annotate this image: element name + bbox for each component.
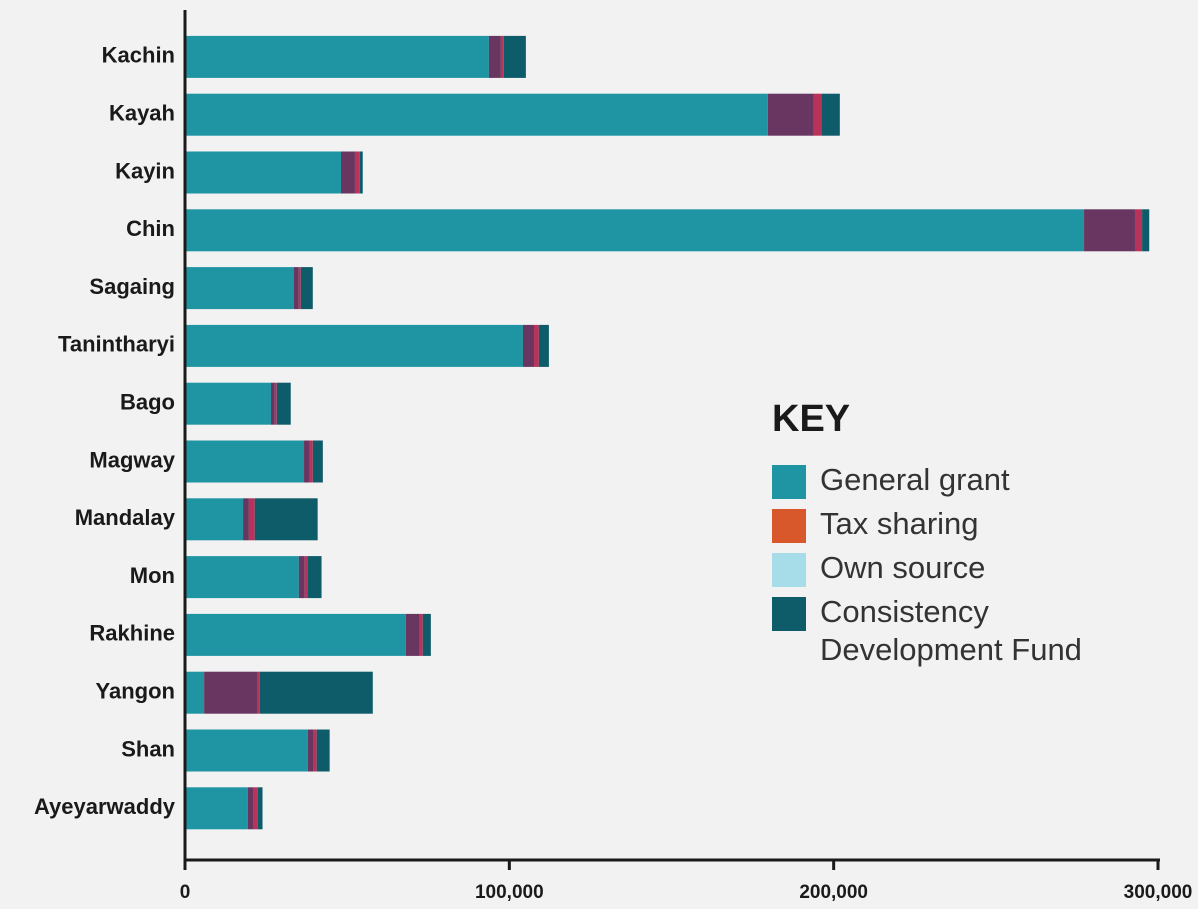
category-label: Rakhine — [89, 621, 175, 646]
bar-segment — [422, 613, 431, 656]
bar-segment — [185, 151, 342, 194]
legend-label: Own source — [820, 550, 986, 585]
bar-segment — [312, 440, 323, 483]
bar-segment — [767, 93, 814, 136]
legend-swatch — [772, 597, 806, 631]
bar-segment — [341, 151, 355, 194]
category-label: Tanintharyi — [58, 332, 175, 357]
bar-segment — [304, 440, 310, 483]
bar-segment — [522, 324, 534, 367]
category-label: Kayin — [115, 158, 175, 183]
legend-swatch — [772, 465, 806, 499]
bar-segment — [405, 613, 420, 656]
legend-title: KEY — [772, 398, 851, 440]
bar-segment — [307, 729, 314, 772]
legend-swatch — [772, 553, 806, 587]
bar-segment — [307, 556, 322, 599]
bar-segment — [204, 671, 258, 714]
bar-segment — [300, 267, 313, 310]
bar-segment — [503, 35, 526, 78]
bar-segment — [293, 267, 299, 310]
legend-item: Tax sharing — [772, 505, 1112, 543]
bar-segment — [185, 209, 1085, 252]
legend-swatch — [772, 509, 806, 543]
bar-segment — [354, 151, 360, 194]
category-label: Mandalay — [75, 505, 176, 530]
bar-segment — [538, 324, 549, 367]
bar-segment — [185, 787, 248, 830]
bar-segment — [185, 382, 271, 425]
legend-item: General grant — [772, 461, 1112, 499]
bar-segment — [821, 93, 840, 136]
bar-segment — [185, 613, 406, 656]
bar-segment — [298, 267, 301, 310]
bar-segment — [185, 498, 244, 541]
bar-segment — [813, 93, 822, 136]
bar-segment — [185, 440, 305, 483]
x-tick-label: 100,000 — [475, 882, 544, 903]
bar-segment — [185, 35, 489, 78]
bar-segment — [259, 671, 373, 714]
category-label: Shan — [121, 736, 175, 761]
bar-segment — [248, 498, 255, 541]
bar-segment — [309, 440, 313, 483]
bar-segment — [1084, 209, 1135, 252]
category-label: Chin — [126, 216, 175, 241]
category-label: Ayeyarwaddy — [34, 794, 176, 819]
bar-segment — [298, 556, 305, 599]
bar-segment — [276, 382, 291, 425]
x-tick-label: 0 — [180, 882, 191, 903]
bar-segment — [1134, 209, 1143, 252]
bar-segment — [1142, 209, 1150, 252]
category-label: Yangon — [96, 679, 175, 704]
bar-segment — [257, 671, 260, 714]
bar-segment — [243, 498, 249, 541]
bar-segment — [419, 613, 423, 656]
bar-segment — [185, 671, 205, 714]
legend-label: Consistency Development Fund — [820, 594, 1082, 667]
bar-segment — [253, 787, 258, 830]
category-label: Sagaing — [89, 274, 175, 299]
category-label: Kayah — [109, 101, 175, 126]
bar-segment — [185, 729, 308, 772]
bar-segment — [257, 787, 263, 830]
bar-segment — [247, 787, 254, 830]
bar-segment — [500, 35, 504, 78]
legend: KEY General grant Tax sharing Own source Co… — [772, 398, 1112, 675]
category-label: Kachin — [102, 43, 175, 68]
category-label: Mon — [130, 563, 175, 588]
bar-segment — [185, 93, 768, 136]
bar-segment — [185, 556, 299, 599]
bar-segment — [316, 729, 330, 772]
category-label: Bago — [120, 390, 175, 415]
legend-item: Own source — [772, 549, 1112, 587]
legend-label: General grant — [820, 462, 1010, 497]
bar-segment — [185, 324, 523, 367]
bar-segment — [304, 556, 308, 599]
legend-label: Tax sharing — [820, 506, 979, 541]
bar-segment — [533, 324, 539, 367]
bar-segment — [185, 267, 294, 310]
bar-segment — [270, 382, 275, 425]
bar-segment — [274, 382, 277, 425]
bar-segment — [254, 498, 318, 541]
x-tick-label: 300,000 — [1124, 882, 1193, 903]
bar-segment — [313, 729, 317, 772]
x-tick-label: 200,000 — [799, 882, 868, 903]
legend-item: Consistency Development Fund — [772, 593, 1112, 669]
bar-segment — [488, 35, 501, 78]
category-label: Magway — [89, 447, 175, 472]
bar-segment — [359, 151, 363, 194]
